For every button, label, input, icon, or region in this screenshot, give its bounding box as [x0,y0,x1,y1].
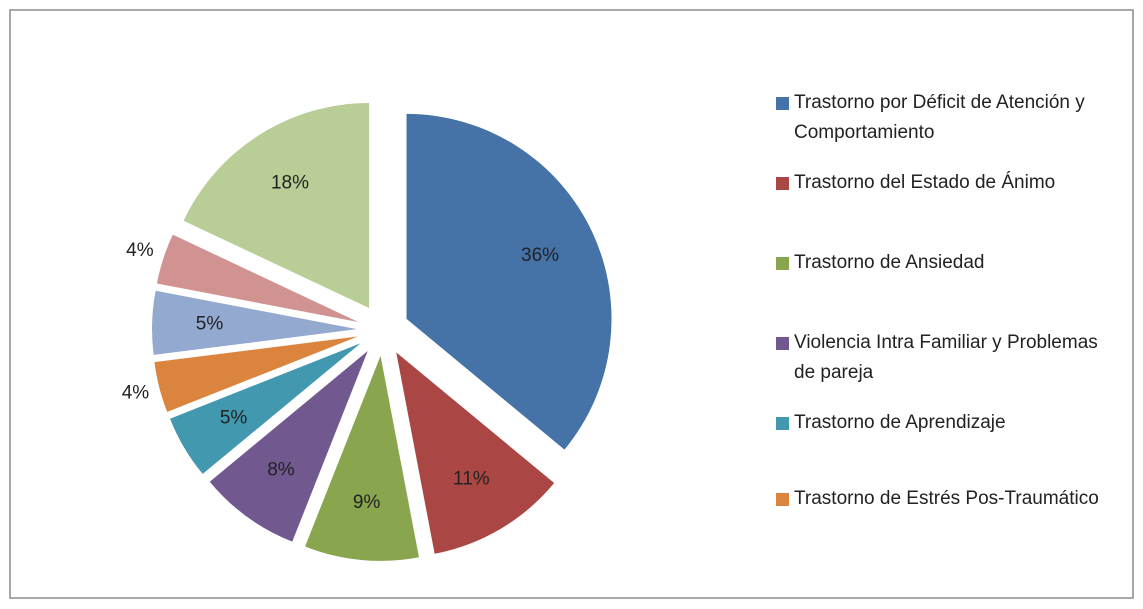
data-label: 5% [196,314,224,335]
legend-swatch [776,257,789,270]
legend-label: Trastorno por Déficit de Atención y Comp… [794,92,1085,143]
legend-entry: Trastorno por Déficit de Atención y Comp… [776,88,1106,148]
legend-entry: Violencia Intra Familiar y Problemas de … [776,328,1106,388]
data-label: 4% [126,240,154,261]
legend-swatch [776,97,789,110]
pie-slice [156,234,359,322]
legend-entry: Trastorno de Aprendizaje [776,408,1106,438]
pie-slice [406,113,612,450]
data-label: 8% [267,459,295,480]
legend-label: Trastorno de Estrés Pos-Traumático [794,488,1099,509]
legend-label: Trastorno de Ansiedad [794,252,985,273]
pie-slice [305,355,419,561]
legend-label: Violencia Intra Familiar y Problemas de … [794,332,1098,383]
data-label: 18% [271,172,309,193]
legend-label: Trastorno de Aprendizaje [794,412,1006,433]
pie-slice [152,290,358,355]
legend-swatch [776,417,789,430]
legend-swatch [776,493,789,506]
data-label: 9% [353,492,381,513]
legend-entry: Trastorno de Estrés Pos-Traumático [776,484,1106,514]
legend-entry: Trastorno de Ansiedad [776,248,1106,278]
data-label: 36% [521,245,559,266]
data-label: 4% [122,383,150,404]
legend-label: Trastorno del Estado de Ánimo [794,172,1056,193]
pie-slice [170,343,361,474]
pie-slice [396,352,555,554]
pie-slice [183,103,370,309]
legend-swatch [776,337,789,350]
data-label: 11% [453,468,490,489]
legend-swatch [776,177,789,190]
data-label: 5% [220,407,248,428]
pie-slice [154,336,358,412]
legend-entry: Trastorno del Estado de Ánimo [776,168,1106,198]
pie-slice [209,351,368,542]
